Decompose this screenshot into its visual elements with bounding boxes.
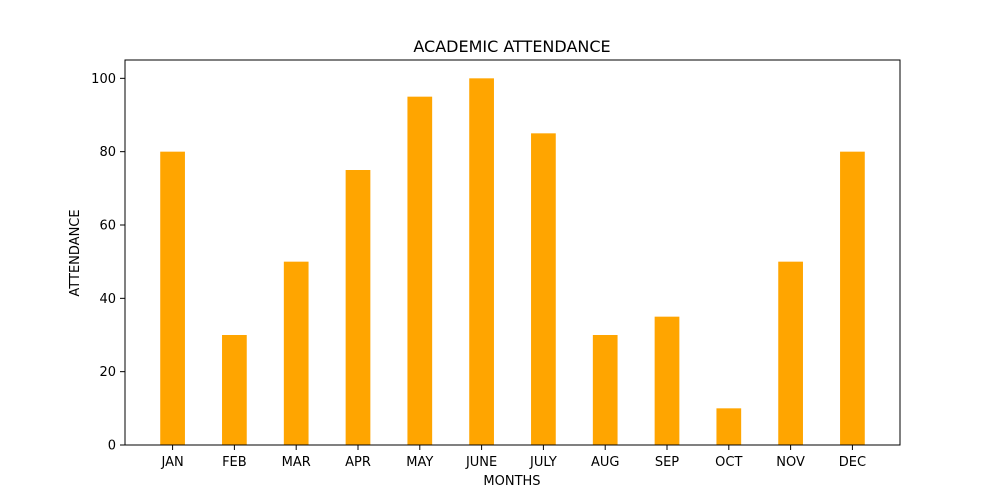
x-tick-label: JULY [529,455,557,470]
y-axis-ticks: 0 20 40 60 80 100 [91,72,125,454]
x-tick-label: OCT [715,455,742,470]
x-tick-label: MAY [406,455,433,470]
chart-title: ACADEMIC ATTENDANCE [413,37,610,56]
plot-frame [124,59,901,446]
x-tick-label: APR [345,455,371,470]
y-tick-label: 80 [99,145,116,160]
y-tick-label: 100 [91,72,116,87]
y-tick-label: 60 [99,219,116,234]
bar-apr [345,170,371,445]
x-axis-label: MONTHS [483,474,540,489]
x-tick-label: MAR [282,455,311,470]
y-tick-label: 0 [108,439,116,454]
bar-aug [592,335,618,445]
bars-group [160,78,865,446]
x-tick-label: AUG [591,455,619,470]
y-tick-label: 40 [99,292,116,307]
y-tick-label: 20 [99,365,116,380]
bar-dec [840,151,865,445]
bar-may [407,96,433,446]
bar-sep [654,316,680,445]
x-tick-label: JAN [160,455,183,470]
bar-oct [716,408,742,445]
x-tick-label: NOV [776,455,805,470]
x-tick-label: FEB [222,455,247,470]
y-axis-label: ATTENDANCE [68,209,83,296]
x-tick-label: JUNE [465,455,497,470]
x-axis-ticks: JAN FEB MAR APR MAY JUNE JULY AUG SEP OCT NOV DEC [160,445,866,470]
bar-mar [283,261,309,445]
bar-feb [222,335,247,445]
bar-nov [778,261,803,445]
x-tick-label: SEP [655,455,679,470]
x-tick-label: DEC [839,455,866,470]
bar-jan [160,151,185,445]
bar-july [531,133,556,446]
bar-june [469,78,494,445]
